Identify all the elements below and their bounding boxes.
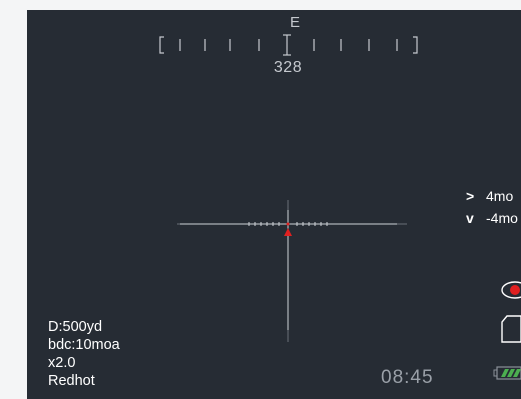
elevation-adjustment: v -4mo [466, 210, 518, 226]
zoom-readout: x2.0 [48, 355, 76, 371]
crosshair-reticle [177, 200, 407, 342]
compass-direction: E [289, 14, 300, 31]
windage-adjustment: >4mo [466, 188, 513, 204]
elevation-value: -4mo [486, 210, 518, 226]
compass-heading: 328 [273, 59, 303, 76]
thermal-scope-display: E 328 >4mo v -4 [27, 10, 521, 399]
compass-scale [159, 34, 418, 56]
chevron-right-icon: > [466, 188, 475, 204]
distance-readout: D:500yd [48, 319, 103, 335]
reticle-center-marker [284, 228, 292, 236]
chevron-down-icon: v [466, 210, 474, 226]
clock: 08:45 [381, 367, 434, 388]
record-icon [501, 281, 521, 299]
sd-card-icon [501, 315, 521, 343]
bdc-readout: bdc:10moa [48, 337, 120, 353]
battery-icon [493, 366, 521, 380]
windage-value: 4mo [486, 188, 514, 204]
palette-readout: Redhot [48, 373, 95, 389]
